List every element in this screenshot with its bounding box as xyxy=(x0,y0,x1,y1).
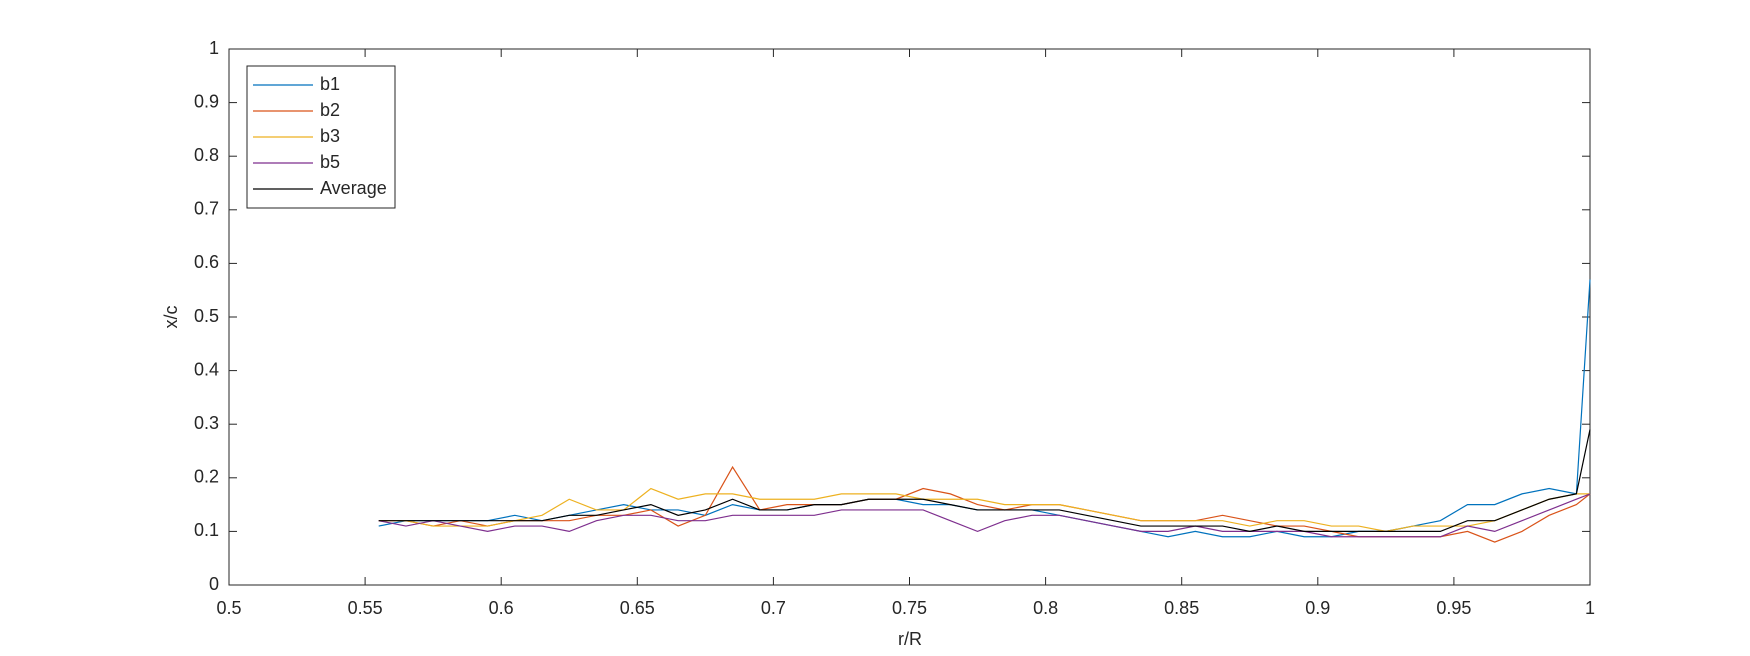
y-tick-label: 0.1 xyxy=(194,520,219,540)
y-tick-label: 0 xyxy=(209,574,219,594)
x-tick-label: 0.5 xyxy=(216,598,241,618)
x-tick-label: 0.75 xyxy=(892,598,927,618)
x-axis-label: r/R xyxy=(898,629,922,649)
y-tick-label: 0.6 xyxy=(194,252,219,272)
x-tick-label: 0.85 xyxy=(1164,598,1199,618)
x-tick-label: 0.6 xyxy=(489,598,514,618)
legend-label: b2 xyxy=(320,100,340,120)
y-tick-label: 0.4 xyxy=(194,359,219,379)
legend-label: b3 xyxy=(320,126,340,146)
y-tick-label: 0.8 xyxy=(194,145,219,165)
plot-area xyxy=(228,48,1591,586)
data-line xyxy=(378,429,1591,533)
x-tick-label: 0.65 xyxy=(620,598,655,618)
x-tick-label: 0.8 xyxy=(1033,598,1058,618)
y-tick-label: 0.3 xyxy=(194,413,219,433)
x-tick-label: 0.7 xyxy=(761,598,786,618)
x-tick-label: 0.95 xyxy=(1436,598,1471,618)
data-line xyxy=(378,487,1590,533)
x-tick-label: 0.9 xyxy=(1305,598,1330,618)
legend-label: Average xyxy=(320,178,387,198)
legend-label: b5 xyxy=(320,152,340,172)
y-tick-label: 0.5 xyxy=(194,306,219,326)
data-line xyxy=(378,493,1591,538)
x-tick-label: 0.55 xyxy=(348,598,383,618)
y-tick-label: 0.7 xyxy=(194,199,219,219)
x-tick-label: 1 xyxy=(1585,598,1595,618)
legend-label: b1 xyxy=(320,74,340,94)
y-axis-label: x/c xyxy=(161,305,181,328)
y-tick-label: 0.9 xyxy=(194,91,219,111)
y-tick-label: 1 xyxy=(209,38,219,58)
y-tick-label: 0.2 xyxy=(194,467,219,487)
